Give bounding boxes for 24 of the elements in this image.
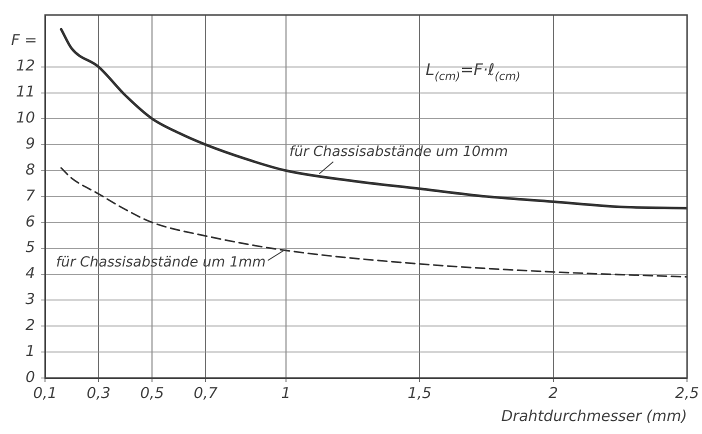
x-tick-label: 2 (548, 384, 558, 402)
x-tick-label: 0,3 (86, 384, 111, 402)
line-series (60, 28, 688, 210)
y-tick-label: 2 (26, 316, 36, 334)
x-tick-label: 0,1 (33, 384, 58, 402)
y-tick-label: 8 (26, 160, 36, 178)
x-tick-label: 0,7 (194, 384, 218, 402)
x-axis-title: Drahtdurchmesser (mm) (501, 406, 688, 425)
y-tick-label: 11 (16, 82, 36, 101)
x-tick-label: 1,5 (408, 384, 432, 402)
y-tick-label: 1 (26, 342, 36, 360)
y-axis-title: F = (11, 30, 38, 49)
y-tick-label: 7 (26, 186, 36, 204)
y-tick-label: 12 (16, 56, 36, 75)
y-tick-label: 6 (26, 212, 36, 230)
x-tick-label: 2,5 (675, 384, 699, 402)
y-tick-label: 10 (16, 108, 36, 127)
x-tick-label: 1 (281, 384, 291, 402)
y-tick-label: 4 (26, 264, 36, 282)
y-tick-label: 5 (26, 238, 36, 256)
y-tick-label: 9 (26, 134, 36, 153)
y-tick-label: 0 (26, 368, 36, 386)
y-tick-label: 3 (26, 290, 36, 308)
x-tick-label: 0,5 (140, 384, 164, 402)
